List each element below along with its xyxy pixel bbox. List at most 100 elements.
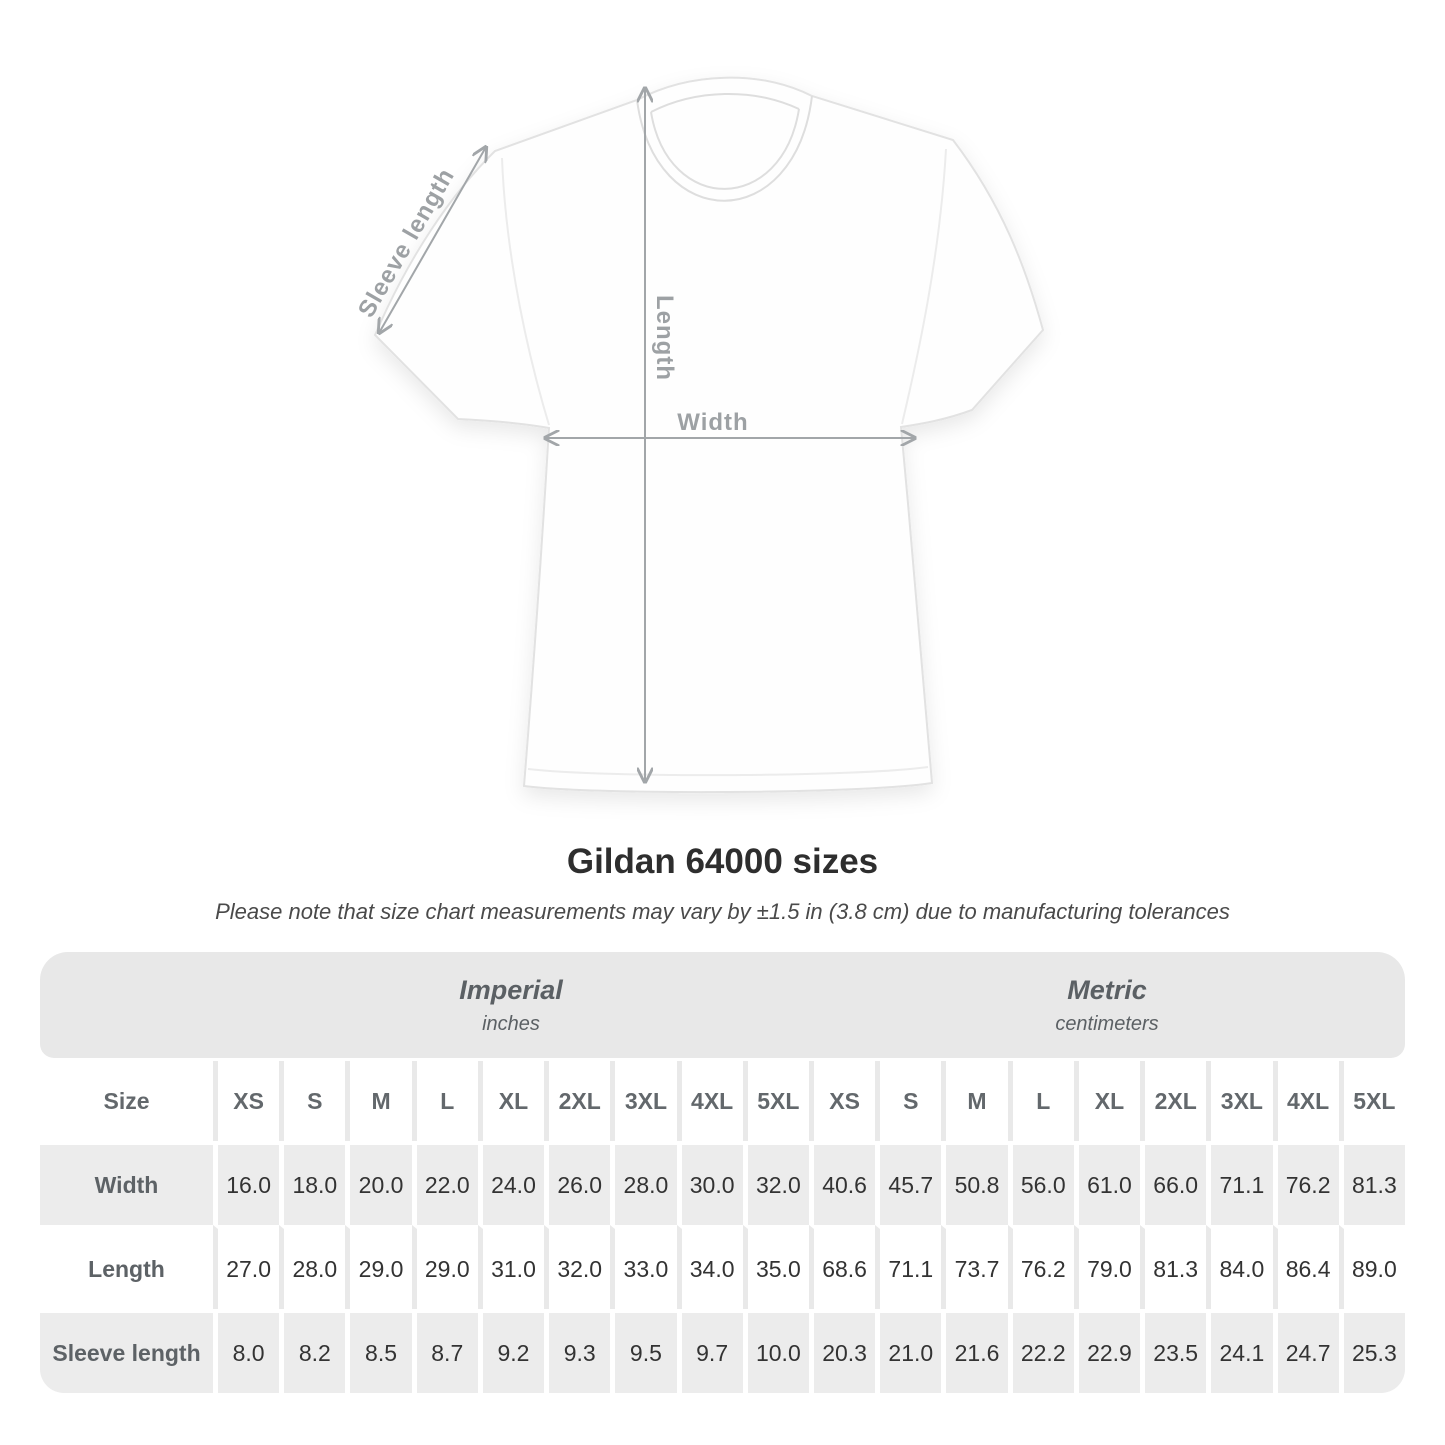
value-cell: 81.3 [1338, 1141, 1405, 1225]
value-cell: 8.0 [213, 1309, 280, 1393]
measurement-row: Sleeve length 8.0 8.2 8.5 8.7 9.2 9.3 9.5 9.7 10.… [40, 1309, 1405, 1393]
measurement-row: Length 27.0 28.0 29.0 29.0 31.0 32.0 33.0 34.0 35… [40, 1225, 1405, 1309]
value-cell: 20.3 [808, 1309, 876, 1393]
width-label: Width [677, 409, 749, 436]
tshirt-graphic [373, 76, 1045, 794]
value-cell: 24.7 [1272, 1309, 1339, 1393]
measurement-arrows [379, 88, 915, 782]
size-header-metric-l: L [1007, 1061, 1074, 1141]
size-header-imperial-xl: XL [477, 1061, 545, 1141]
size-header-metric-5xl: 5XL [1338, 1061, 1405, 1141]
imperial-header: Imperial inches [213, 952, 809, 1058]
row-label: Length [40, 1225, 213, 1309]
size-header-imperial-m: M [345, 1061, 412, 1141]
size-header-imperial-l: L [411, 1061, 478, 1141]
size-header-metric-m: M [941, 1061, 1008, 1141]
value-cell: 24.1 [1206, 1309, 1273, 1393]
value-cell: 18.0 [279, 1141, 346, 1225]
measurement-row: Width 16.0 18.0 20.0 22.0 24.0 26.0 28.0 30.0 32.… [40, 1141, 1405, 1225]
value-cell: 24.0 [477, 1141, 545, 1225]
size-header-imperial-4xl: 4XL [676, 1061, 743, 1141]
value-cell: 9.7 [676, 1309, 743, 1393]
value-cell: 21.6 [941, 1309, 1008, 1393]
size-header-metric-2xl: 2XL [1140, 1061, 1207, 1141]
band-spacer [40, 952, 213, 1058]
value-cell: 28.0 [610, 1141, 677, 1225]
value-cell: 10.0 [742, 1309, 809, 1393]
value-cell: 66.0 [1140, 1141, 1207, 1225]
value-cell: 22.9 [1073, 1309, 1141, 1393]
value-cell: 81.3 [1140, 1225, 1207, 1309]
value-cell: 26.0 [544, 1141, 611, 1225]
value-cell: 79.0 [1073, 1225, 1141, 1309]
value-cell: 32.0 [544, 1225, 611, 1309]
value-cell: 27.0 [213, 1225, 280, 1309]
size-chart-table: Imperial inches Metric centimeters Size X… [40, 952, 1405, 1393]
value-cell: 9.2 [477, 1309, 545, 1393]
metric-title: Metric [1067, 974, 1147, 1005]
value-cell: 34.0 [676, 1225, 743, 1309]
size-column-label: Size [40, 1061, 213, 1141]
size-header-metric-4xl: 4XL [1272, 1061, 1339, 1141]
value-cell: 20.0 [345, 1141, 412, 1225]
value-cell: 76.2 [1272, 1141, 1339, 1225]
length-label: Length [651, 295, 678, 381]
value-cell: 29.0 [345, 1225, 412, 1309]
metric-unit: centimeters [1055, 1012, 1159, 1035]
value-cell: 8.7 [411, 1309, 478, 1393]
value-cell: 61.0 [1073, 1141, 1141, 1225]
value-cell: 73.7 [941, 1225, 1008, 1309]
value-cell: 25.3 [1338, 1309, 1405, 1393]
measurements-table: Size XS S M L XL 2XL 3XL 4XL 5XL XS S M L XL 2XL 3XL 4XL 5… [40, 1061, 1405, 1393]
value-cell: 68.6 [808, 1225, 876, 1309]
value-cell: 84.0 [1206, 1225, 1273, 1309]
collar-ribbing [650, 92, 800, 190]
size-header-metric-xl: XL [1073, 1061, 1141, 1141]
size-header-metric-s: S [875, 1061, 942, 1141]
value-cell: 45.7 [875, 1141, 942, 1225]
value-cell: 21.0 [875, 1309, 942, 1393]
value-cell: 31.0 [477, 1225, 545, 1309]
value-cell: 9.5 [610, 1309, 677, 1393]
size-header-metric-3xl: 3XL [1206, 1061, 1273, 1141]
value-cell: 50.8 [941, 1141, 1008, 1225]
value-cell: 32.0 [742, 1141, 809, 1225]
value-cell: 76.2 [1007, 1225, 1074, 1309]
imperial-unit: inches [482, 1012, 540, 1035]
size-header-imperial-s: S [279, 1061, 346, 1141]
value-cell: 33.0 [610, 1225, 677, 1309]
sleeve-seams [501, 148, 947, 426]
value-cell: 22.2 [1007, 1309, 1074, 1393]
value-cell: 8.5 [345, 1309, 412, 1393]
value-cell: 40.6 [808, 1141, 876, 1225]
value-cell: 16.0 [213, 1141, 280, 1225]
size-header-metric-xs: XS [808, 1061, 876, 1141]
value-cell: 30.0 [676, 1141, 743, 1225]
value-cell: 71.1 [1206, 1141, 1273, 1225]
value-cell: 22.0 [411, 1141, 478, 1225]
size-header-imperial-3xl: 3XL [610, 1061, 677, 1141]
metric-header: Metric centimeters [809, 952, 1405, 1058]
row-label: Sleeve length [40, 1309, 213, 1393]
units-header-band: Imperial inches Metric centimeters [40, 952, 1405, 1058]
value-cell: 9.3 [544, 1309, 611, 1393]
value-cell: 28.0 [279, 1225, 346, 1309]
size-header-imperial-2xl: 2XL [544, 1061, 611, 1141]
value-cell: 56.0 [1007, 1141, 1074, 1225]
value-cell: 86.4 [1272, 1225, 1339, 1309]
tshirt-diagram: Sleeve length Length Width [353, 76, 1045, 794]
page-title: Gildan 64000 sizes [566, 842, 879, 881]
hem-seam [527, 766, 929, 777]
size-header-imperial-xs: XS [213, 1061, 280, 1141]
value-cell: 89.0 [1338, 1225, 1405, 1309]
size-header-row: Size XS S M L XL 2XL 3XL 4XL 5XL XS S M L XL 2XL 3XL 4XL 5… [40, 1061, 1405, 1141]
value-cell: 35.0 [742, 1225, 809, 1309]
value-cell: 71.1 [875, 1225, 942, 1309]
imperial-title: Imperial [459, 974, 563, 1005]
value-cell: 29.0 [411, 1225, 478, 1309]
tolerance-note: Please note that size chart measurements… [215, 899, 1230, 924]
size-header-imperial-5xl: 5XL [742, 1061, 809, 1141]
value-cell: 23.5 [1140, 1309, 1207, 1393]
sleeve-length-arrow [379, 147, 486, 333]
row-label: Width [40, 1141, 213, 1225]
